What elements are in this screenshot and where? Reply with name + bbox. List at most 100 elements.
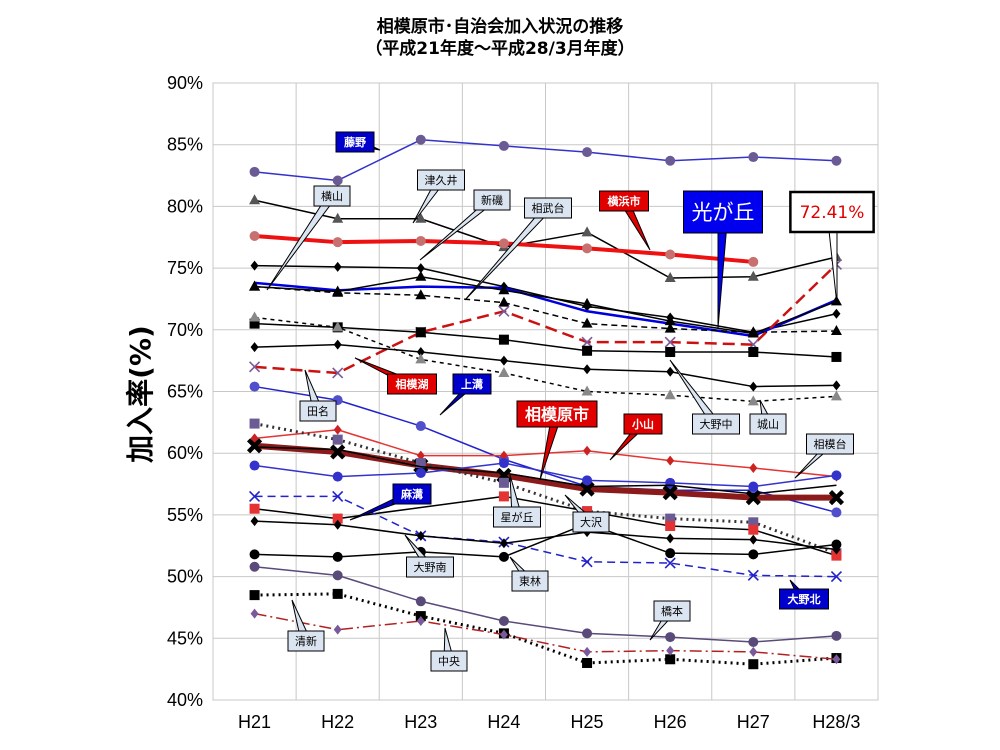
callout-text: 横浜市 [608, 194, 641, 208]
data-point [499, 538, 508, 549]
callout-text: 相模原市 [525, 405, 589, 424]
data-point [583, 364, 592, 375]
callout-中央: 中央 [430, 627, 468, 672]
data-point [332, 321, 344, 332]
callout-text: 72.41% [800, 203, 865, 223]
callout-box [392, 483, 432, 505]
callout-text: 光が丘 [692, 201, 755, 225]
callout-text: 星が丘 [501, 510, 534, 524]
data-point [415, 212, 427, 223]
data-point [582, 628, 593, 639]
data-point [499, 629, 508, 640]
data-point [583, 445, 592, 456]
data-point [581, 297, 593, 308]
data-point [748, 517, 759, 528]
data-point [332, 286, 344, 297]
data-point [581, 317, 593, 328]
callout-城山: 城山 [749, 399, 787, 435]
callout-上溝: 上溝 [439, 373, 492, 416]
data-point [415, 458, 426, 469]
data-point [831, 470, 842, 481]
callout-box [779, 588, 829, 610]
x-axis-ticks: H21 H22 H23 H24 H25 H26 H27 H28/3 [238, 712, 860, 732]
series-横浜市 [249, 231, 759, 267]
series-相模台 [249, 458, 842, 492]
callout-text: 城山 [757, 418, 779, 431]
x-tick-label: H25 [571, 712, 604, 732]
callout-text: 清新 [295, 634, 317, 648]
data-point [748, 481, 759, 492]
data-point [332, 551, 343, 562]
data-point [747, 270, 759, 281]
data-point [831, 550, 842, 561]
data-point [246, 438, 263, 454]
data-point [498, 616, 509, 627]
series-麻溝 [249, 491, 842, 561]
data-point [249, 561, 260, 572]
callout-清新: 清新 [287, 599, 325, 652]
data-point [582, 475, 593, 486]
callout-box [313, 185, 351, 207]
data-point [749, 381, 758, 392]
data-point [250, 608, 259, 619]
grid [212, 82, 879, 701]
callout-橋本: 橋本 [649, 600, 691, 641]
y-tick-label: 90% [167, 73, 203, 93]
data-point [499, 355, 508, 366]
callout-東林: 東林 [509, 556, 549, 592]
data-point [748, 152, 759, 163]
data-point [416, 530, 425, 541]
callout-box [806, 433, 854, 455]
callout-box [511, 570, 549, 592]
series-line [254, 139, 837, 182]
data-point [582, 345, 593, 356]
series-line [254, 520, 837, 551]
data-point [333, 519, 342, 530]
x-tick-label: H21 [238, 712, 271, 732]
data-point [831, 507, 842, 518]
y-tick-label: 45% [167, 628, 203, 648]
data-point [747, 569, 759, 581]
data-point [748, 524, 759, 535]
callout-box [516, 400, 598, 428]
data-point [498, 334, 509, 345]
callout-box [335, 131, 375, 153]
callout-box [653, 600, 691, 622]
data-point [666, 533, 675, 544]
data-point [250, 516, 259, 527]
data-point [832, 308, 841, 319]
data-point [332, 237, 343, 248]
data-point [249, 231, 260, 242]
data-point [581, 556, 593, 568]
chart-title: 相模原市･自治会加入状況の推移 [377, 16, 624, 37]
series-城山 [249, 311, 842, 406]
data-point [249, 549, 260, 560]
data-point [665, 632, 676, 643]
series-line [254, 422, 837, 555]
callout-box [299, 400, 337, 422]
callout-相模原市: 相模原市 [516, 400, 598, 481]
x-tick-label: H23 [404, 712, 437, 732]
data-point [498, 296, 510, 307]
data-point [333, 624, 342, 635]
data-point [664, 389, 676, 400]
data-point [332, 367, 344, 379]
series-line [254, 316, 837, 403]
callout-text: 相模台 [814, 437, 847, 451]
data-point [415, 289, 427, 300]
x-tick-label: H27 [737, 712, 770, 732]
data-point [498, 140, 509, 151]
y-tick-label: 40% [167, 690, 203, 710]
data-point [333, 424, 342, 435]
data-point [498, 366, 510, 377]
data-point [830, 325, 842, 336]
series-line [254, 446, 837, 495]
data-point [333, 261, 342, 272]
callout-text: 橋本 [661, 604, 683, 618]
y-axis-ticks: 40% 45% 50% 55% 60% 65% 70% 75% 80% 85% 90% [167, 73, 203, 710]
data-point [332, 490, 344, 502]
callout-text: 麻溝 [400, 487, 423, 501]
callout-box [452, 373, 492, 395]
data-point [249, 194, 261, 205]
